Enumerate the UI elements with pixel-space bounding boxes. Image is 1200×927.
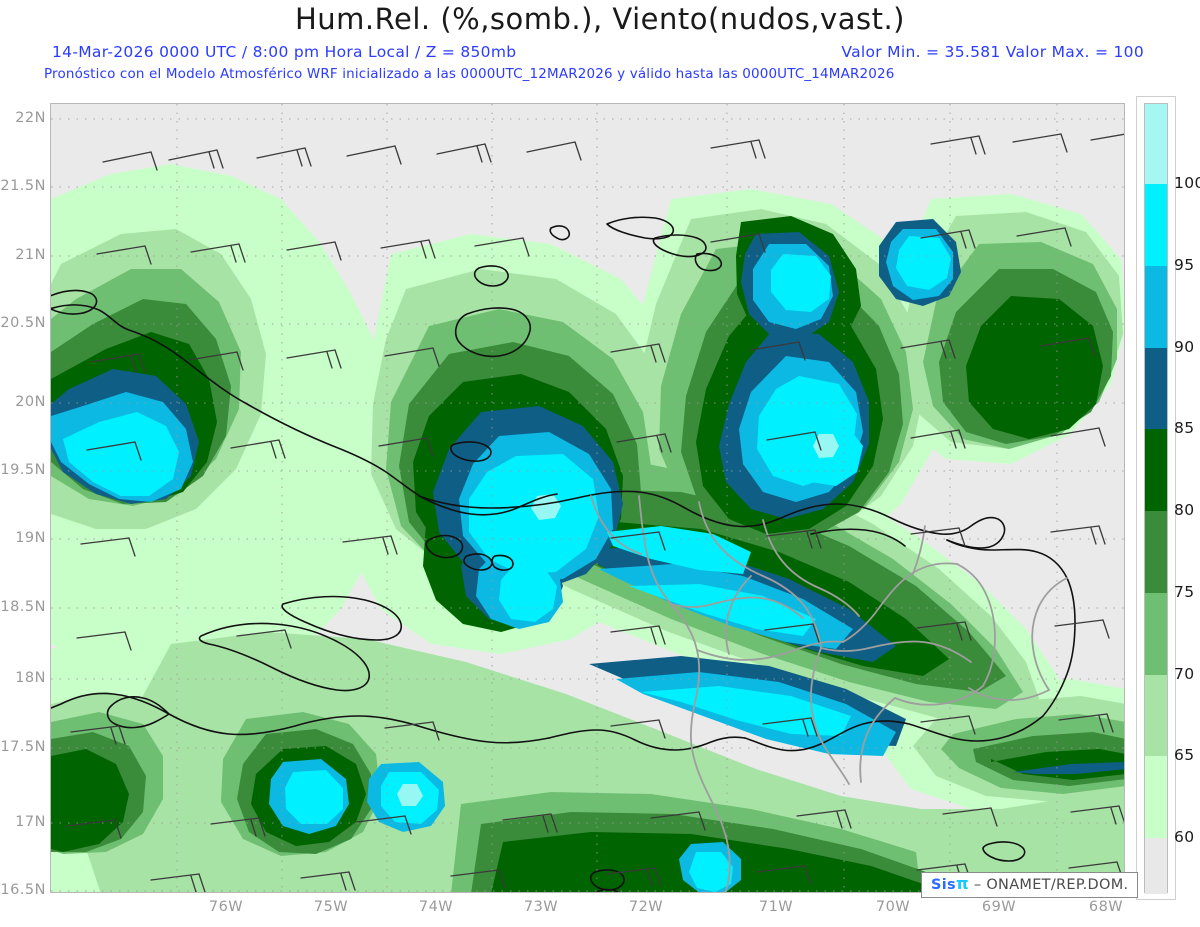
lat-label-20.5N: 20.5N (0, 315, 46, 331)
coastline-layer (51, 216, 1076, 892)
agency-logo: Sisπ – ONAMET/REP.DOM. (921, 872, 1139, 899)
colorbar-band-70 (1145, 675, 1167, 756)
lon-label-72W: 72W (628, 899, 664, 915)
logo-dash: – (973, 877, 982, 893)
lon-label-75W: 75W (313, 899, 349, 915)
lon-label-68W: 68W (1088, 899, 1124, 915)
model-description: Pronóstico con el Modelo Atmosférico WRF… (44, 66, 895, 82)
lon-label-74W: 74W (418, 899, 454, 915)
colorbar-band-60 (1145, 838, 1167, 894)
province-borders-layer (590, 495, 1068, 892)
colorbar-band-100 (1145, 184, 1167, 266)
colorbar-band-95 (1145, 266, 1167, 348)
lon-label-73W: 73W (523, 899, 559, 915)
lon-label-69W: 69W (981, 899, 1017, 915)
logo-sis-text: Sis (931, 877, 956, 893)
colorbar-label-85: 85 (1174, 419, 1195, 437)
lat-label-17N: 17N (15, 814, 46, 830)
colorbar-band-75 (1145, 593, 1167, 675)
lat-label-19.5N: 19.5N (0, 462, 46, 478)
lat-label-17.5N: 17.5N (0, 739, 46, 755)
colorbar[interactable] (1144, 103, 1168, 894)
wind-barbs-layer (66, 133, 1124, 892)
lat-label-21.5N: 21.5N (0, 178, 46, 194)
logo-pi-icon: π (955, 874, 969, 893)
colorbar-label-75: 75 (1174, 583, 1195, 601)
lat-label-18.5N: 18.5N (0, 599, 46, 615)
colorbar-container (1136, 96, 1176, 900)
map-gridlines (51, 104, 1124, 892)
colorbar-label-60: 60 (1174, 828, 1195, 846)
weather-map[interactable] (50, 103, 1125, 893)
lat-label-22N: 22N (15, 110, 46, 126)
colorbar-band-top (1145, 104, 1167, 184)
colorbar-label-70: 70 (1174, 665, 1195, 683)
lat-label-19N: 19N (15, 530, 46, 546)
humidity-shading-layer (51, 164, 1124, 892)
page-title: Hum.Rel. (%,somb.), Viento(nudos,vast.) (295, 2, 905, 36)
colorbar-band-90 (1145, 348, 1167, 429)
colorbar-band-80 (1145, 511, 1167, 593)
colorbar-band-65 (1145, 756, 1167, 838)
colorbar-label-95: 95 (1174, 256, 1195, 274)
colorbar-label-65: 65 (1174, 746, 1195, 764)
colorbar-band-85 (1145, 429, 1167, 511)
lat-label-21N: 21N (15, 247, 46, 263)
lat-label-20N: 20N (15, 394, 46, 410)
run-info-left: 14-Mar-2026 0000 UTC / 8:00 pm Hora Loca… (52, 43, 517, 61)
lon-label-70W: 70W (875, 899, 911, 915)
value-range-text: Valor Min. = 35.581 Valor Max. = 100 (841, 43, 1144, 61)
lat-label-16.5N: 16.5N (0, 882, 46, 898)
colorbar-label-80: 80 (1174, 501, 1195, 519)
lat-label-18N: 18N (15, 670, 46, 686)
lon-label-76W: 76W (208, 899, 244, 915)
colorbar-label-100: 100 (1174, 174, 1200, 192)
run-info-line: 14-Mar-2026 0000 UTC / 8:00 pm Hora Loca… (52, 43, 1152, 61)
lon-label-71W: 71W (758, 899, 794, 915)
colorbar-label-90: 90 (1174, 338, 1195, 356)
map-canvas (51, 104, 1124, 892)
logo-org-text: ONAMET/REP.DOM. (986, 877, 1129, 893)
